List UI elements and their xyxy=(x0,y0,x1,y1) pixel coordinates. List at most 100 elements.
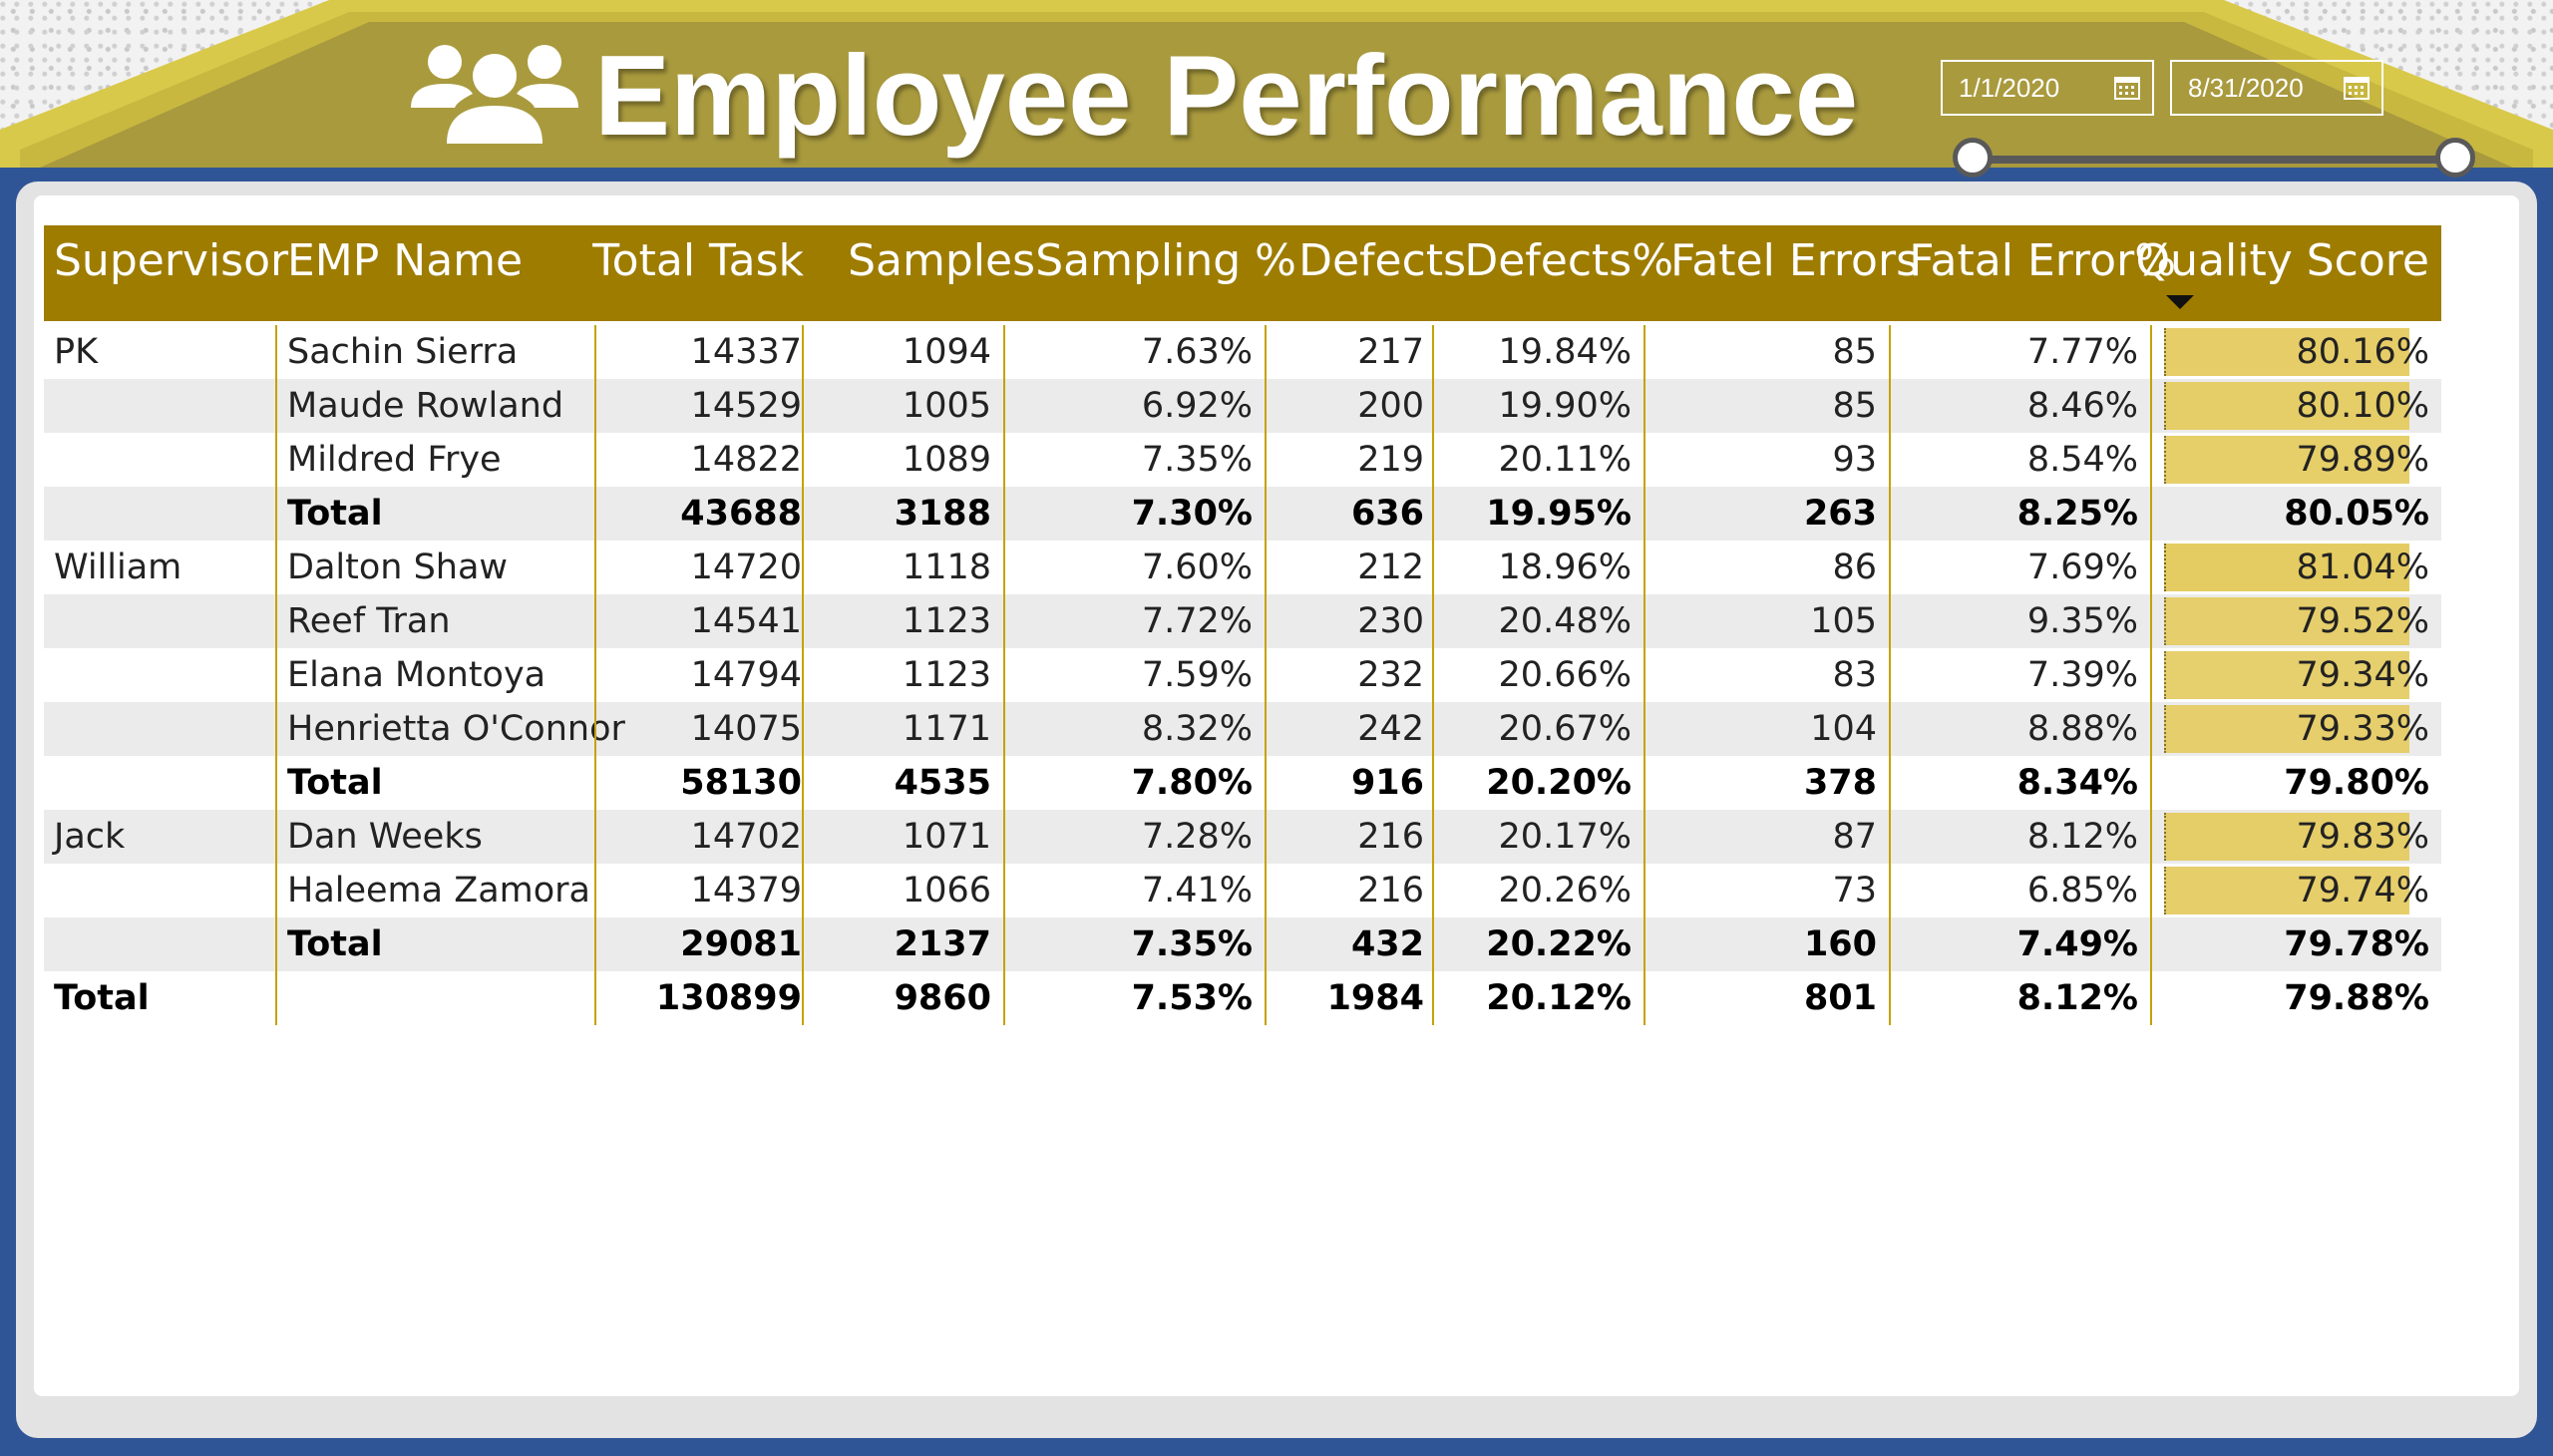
defects-pct-cell: 19.84% xyxy=(1498,332,1632,372)
sampling-pct-cell: 6.92% xyxy=(1141,386,1253,426)
samples-cell: 4535 xyxy=(894,763,991,803)
sampling-pct-cell: 7.59% xyxy=(1141,655,1253,695)
supervisor-cell: William xyxy=(54,547,182,587)
subtotal-row[interactable]: Total 58130 4535 7.80% 916 20.20% 378 8.34% 79.8… xyxy=(44,756,2441,810)
grand-total-label: Total xyxy=(54,978,150,1018)
table-row[interactable]: Elana Montoya 14794 1123 7.59% 232 20.66% 83 7.… xyxy=(44,648,2441,702)
column-header[interactable]: Defects% xyxy=(1464,235,1673,286)
table-row[interactable]: Mildred Frye 14822 1089 7.35% 219 20.11% 93 8.5… xyxy=(44,433,2441,487)
fatal-error-pct-cell: 8.54% xyxy=(2026,440,2138,480)
column-header[interactable]: Fatel Errors xyxy=(1670,235,1919,286)
fatal-errors-cell: 85 xyxy=(1832,332,1877,372)
table-row[interactable]: Jack Dan Weeks 14702 1071 7.28% 216 20.17% 87 8.… xyxy=(44,810,2441,864)
defects-pct-cell: 20.66% xyxy=(1498,655,1632,695)
samples-cell: 1118 xyxy=(902,547,991,587)
quality-score-bar xyxy=(2164,813,2409,861)
sampling-pct-cell: 8.32% xyxy=(1141,709,1253,749)
defects-pct-cell: 20.20% xyxy=(1486,763,1632,803)
date-range-slider-track[interactable] xyxy=(1971,156,2457,164)
sampling-pct-cell: 7.63% xyxy=(1141,332,1253,372)
column-header[interactable]: EMP Name xyxy=(287,235,524,286)
total-task-cell: 14702 xyxy=(690,817,802,857)
samples-cell: 9860 xyxy=(894,978,991,1018)
total-task-cell: 14075 xyxy=(690,709,802,749)
employee-name-cell: Elana Montoya xyxy=(287,655,547,695)
column-header[interactable]: Fatal Error% xyxy=(1909,235,2176,286)
samples-cell: 1071 xyxy=(902,817,991,857)
quality-score-bar xyxy=(2164,436,2409,484)
defects-cell: 216 xyxy=(1357,817,1424,857)
column-header[interactable]: Defects xyxy=(1298,235,1466,286)
employee-name-cell: Henrietta O'Connor xyxy=(287,709,625,749)
quality-cell: 79.83% xyxy=(2296,817,2429,857)
start-date-value: 1/1/2020 xyxy=(1959,73,2060,103)
date-slider-start-handle[interactable] xyxy=(1953,138,1993,178)
total-task-cell: 130899 xyxy=(655,978,802,1018)
column-header[interactable]: Sampling % xyxy=(1035,235,1296,286)
samples-cell: 2137 xyxy=(894,924,991,964)
fatal-errors-cell: 104 xyxy=(1810,709,1877,749)
column-divider xyxy=(1643,325,1645,1025)
fatal-error-pct-cell: 6.85% xyxy=(2026,871,2138,910)
table-row[interactable]: Maude Rowland 14529 1005 6.92% 200 19.90% 85 8.… xyxy=(44,379,2441,433)
grand-total-row[interactable]: Total 130899 9860 7.53% 1984 20.12% 801 8.12% 79… xyxy=(44,971,2441,1025)
column-divider xyxy=(275,325,277,1025)
calendar-icon[interactable] xyxy=(2344,76,2370,100)
quality-score-bar xyxy=(2164,544,2409,591)
defects-pct-cell: 20.22% xyxy=(1486,924,1632,964)
column-header[interactable]: Samples xyxy=(848,235,1035,286)
sort-descending-icon[interactable] xyxy=(2166,295,2194,309)
defects-cell: 200 xyxy=(1357,386,1424,426)
calendar-icon[interactable] xyxy=(2114,76,2140,100)
sampling-pct-cell: 7.30% xyxy=(1131,494,1253,534)
subtotal-row[interactable]: Total 29081 2137 7.35% 432 20.22% 160 7.49% 79.7… xyxy=(44,917,2441,971)
defects-cell: 916 xyxy=(1350,763,1424,803)
date-slider-end-handle[interactable] xyxy=(2435,138,2475,178)
sampling-pct-cell: 7.35% xyxy=(1131,924,1253,964)
subtotal-label: Total xyxy=(287,924,383,964)
subtotal-label: Total xyxy=(287,494,383,534)
sampling-pct-cell: 7.53% xyxy=(1131,978,1253,1018)
employee-name-cell: Dalton Shaw xyxy=(287,547,509,587)
fatal-errors-cell: 105 xyxy=(1810,601,1877,641)
table-row[interactable]: Reef Tran 14541 1123 7.72% 230 20.48% 105 9.35%… xyxy=(44,594,2441,648)
start-date-input[interactable]: 1/1/2020 xyxy=(1941,60,2154,116)
column-divider xyxy=(802,325,804,1025)
table-row[interactable]: PK Sachin Sierra 14337 1094 7.63% 217 19.84% 85… xyxy=(44,325,2441,379)
employee-name-cell: Maude Rowland xyxy=(287,386,564,426)
quality-score-bar xyxy=(2164,382,2409,430)
defects-cell: 219 xyxy=(1357,440,1424,480)
fatal-errors-cell: 85 xyxy=(1832,386,1877,426)
total-task-cell: 43688 xyxy=(680,494,802,534)
column-header[interactable]: Supervisor xyxy=(54,235,289,286)
subtotal-row[interactable]: Total 43688 3188 7.30% 636 19.95% 263 8.25% 80.0… xyxy=(44,487,2441,541)
table-row[interactable]: Henrietta O'Connor 14075 1171 8.32% 242 20.67… xyxy=(44,702,2441,756)
column-header[interactable]: Quality Score xyxy=(2135,235,2429,286)
quality-cell: 79.80% xyxy=(2284,763,2429,803)
defects-pct-cell: 19.90% xyxy=(1498,386,1632,426)
defects-pct-cell: 20.48% xyxy=(1498,601,1632,641)
quality-score-bar xyxy=(2164,651,2409,699)
samples-cell: 1123 xyxy=(902,601,991,641)
total-task-cell: 14794 xyxy=(690,655,802,695)
quality-cell: 79.33% xyxy=(2296,709,2429,749)
table-row[interactable]: Haleema Zamora 14379 1066 7.41% 216 20.26% 73 6… xyxy=(44,864,2441,917)
table-row[interactable]: William Dalton Shaw 14720 1118 7.60% 212 18.96… xyxy=(44,541,2441,594)
employee-name-cell: Dan Weeks xyxy=(287,817,483,857)
end-date-input[interactable]: 8/31/2020 xyxy=(2170,60,2383,116)
sampling-pct-cell: 7.28% xyxy=(1141,817,1253,857)
fatal-errors-cell: 83 xyxy=(1832,655,1877,695)
fatal-error-pct-cell: 8.46% xyxy=(2026,386,2138,426)
defects-cell: 432 xyxy=(1350,924,1424,964)
defects-cell: 242 xyxy=(1357,709,1424,749)
samples-cell: 1123 xyxy=(902,655,991,695)
quality-cell: 80.16% xyxy=(2296,332,2429,372)
fatal-errors-cell: 73 xyxy=(1832,871,1877,910)
quality-cell: 79.34% xyxy=(2296,655,2429,695)
fatal-errors-cell: 93 xyxy=(1832,440,1877,480)
total-task-cell: 14541 xyxy=(690,601,802,641)
defects-cell: 212 xyxy=(1357,547,1424,587)
defects-pct-cell: 18.96% xyxy=(1498,547,1632,587)
defects-cell: 636 xyxy=(1350,494,1424,534)
column-header[interactable]: Total Task xyxy=(592,235,804,286)
